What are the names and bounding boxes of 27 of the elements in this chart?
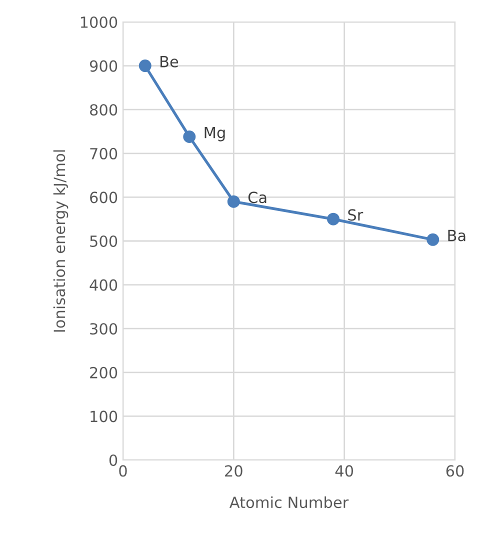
- point: [327, 212, 340, 226]
- point: [138, 60, 152, 72]
- annotation: Mg: [204, 127, 225, 142]
- annotation: Ba: [448, 230, 466, 242]
- y-tick-label: 600: [90, 192, 118, 204]
- y-tick-label: 0: [109, 454, 118, 466]
- y-tick-label: 300: [90, 323, 118, 335]
- x-axis-title: Atomic Number: [229, 496, 349, 508]
- y-tick-label: 500: [90, 235, 118, 248]
- annotation: Be: [160, 56, 178, 68]
- point: [183, 130, 196, 144]
- y-tick-label: 700: [90, 148, 118, 160]
- x-tick-label: 40: [335, 465, 354, 477]
- y-tick-label: 100: [90, 410, 118, 422]
- annotation: Ca: [248, 192, 266, 204]
- y-tick-label: 800: [90, 104, 118, 116]
- x-tick-label: 0: [119, 465, 127, 477]
- annotation: Sr: [348, 209, 364, 221]
- y-tick-label: 200: [90, 366, 118, 378]
- y-axis-title: Ionisation energy kJ/mol: [53, 150, 68, 332]
- point: [227, 195, 240, 208]
- x-tick-label: 60: [446, 465, 464, 477]
- x-tick-label: 20: [225, 465, 242, 477]
- point: [426, 233, 440, 246]
- y-tick-label: 900: [90, 60, 118, 72]
- y-tick-label: 400: [90, 279, 118, 291]
- y-tick-label: 1000: [80, 16, 118, 28]
